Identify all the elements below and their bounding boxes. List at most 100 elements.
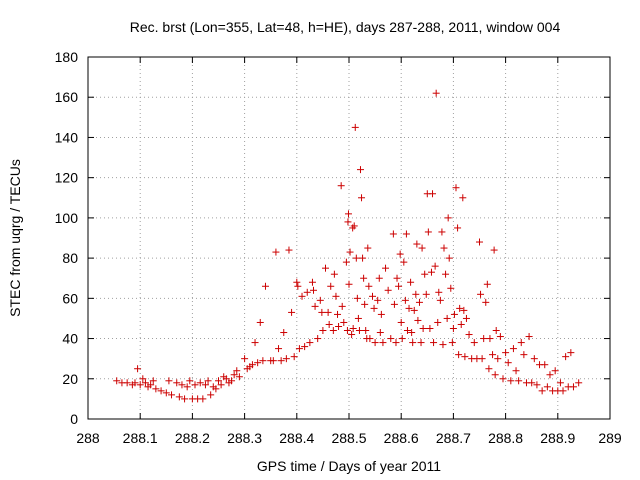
y-axis-title: STEC from uqrg / TECUs — [7, 159, 23, 317]
data-point — [290, 353, 298, 361]
data-point — [173, 379, 181, 387]
data-point — [478, 355, 486, 363]
data-point — [435, 288, 443, 296]
data-point — [368, 292, 376, 300]
data-point — [559, 387, 567, 395]
data-point — [460, 306, 468, 314]
data-point — [371, 339, 379, 347]
data-point — [397, 318, 405, 326]
data-point — [515, 377, 523, 385]
data-point — [345, 280, 353, 288]
axis-ticks — [87, 56, 611, 420]
data-point — [298, 292, 306, 300]
data-point — [251, 339, 259, 347]
data-point — [476, 238, 483, 246]
data-point — [379, 339, 387, 347]
data-point — [136, 381, 144, 389]
data-point — [338, 302, 346, 310]
y-tick-label: 160 — [55, 89, 79, 105]
data-point — [499, 375, 507, 383]
data-point — [222, 375, 230, 383]
data-point — [434, 318, 442, 326]
data-point — [502, 349, 510, 357]
data-point — [123, 379, 131, 387]
data-point — [448, 339, 456, 347]
data-point — [489, 351, 497, 359]
data-point — [141, 379, 149, 387]
data-point — [332, 292, 340, 300]
data-point — [439, 341, 447, 349]
data-point — [295, 345, 303, 353]
data-point — [324, 308, 332, 316]
data-point — [408, 329, 416, 337]
data-point — [344, 210, 352, 218]
data-point — [477, 290, 485, 298]
data-point — [442, 270, 450, 278]
data-point — [457, 320, 465, 328]
data-point — [272, 248, 280, 256]
grid-lines — [88, 57, 610, 419]
data-point — [533, 381, 541, 389]
data-point — [520, 351, 528, 359]
data-point — [318, 308, 326, 316]
data-point — [149, 377, 157, 385]
data-point — [215, 377, 222, 385]
data-point — [401, 296, 409, 304]
x-axis-title: GPS time / Days of year 2011 — [257, 458, 441, 474]
data-point — [575, 379, 583, 387]
data-point — [480, 335, 488, 343]
data-point — [204, 377, 212, 385]
data-point — [186, 377, 194, 385]
data-point — [450, 310, 458, 318]
data-point — [422, 290, 430, 298]
data-point — [382, 264, 390, 272]
data-point — [343, 327, 351, 335]
data-point — [261, 282, 269, 290]
x-tick-label: 288.4 — [279, 430, 314, 446]
data-point — [346, 248, 354, 256]
y-tick-label: 120 — [55, 170, 79, 186]
data-point — [311, 302, 319, 310]
data-point — [538, 387, 546, 395]
data-point — [316, 296, 324, 304]
data-point — [504, 359, 512, 367]
data-point — [256, 318, 264, 326]
x-tick-label: 289 — [598, 430, 622, 446]
data-point — [384, 286, 392, 294]
data-point — [525, 333, 533, 341]
data-point — [562, 353, 570, 361]
data-point — [183, 383, 191, 391]
x-tick-label: 288.8 — [488, 430, 523, 446]
data-point — [293, 278, 301, 286]
data-point — [403, 327, 411, 335]
data-point — [418, 244, 426, 252]
data-point — [509, 345, 517, 353]
data-point — [491, 371, 499, 379]
data-point — [465, 331, 473, 339]
data-point — [330, 270, 338, 278]
data-point — [482, 298, 490, 306]
data-point — [152, 385, 160, 393]
data-point — [374, 296, 382, 304]
data-point — [543, 383, 551, 391]
y-tick-label: 20 — [62, 371, 78, 387]
data-point — [449, 325, 457, 332]
data-point — [303, 288, 311, 296]
data-point — [308, 278, 316, 286]
y-tick-label: 180 — [55, 49, 79, 65]
data-point — [329, 327, 337, 335]
data-point — [395, 282, 403, 290]
data-point — [356, 166, 364, 174]
data-point — [113, 377, 121, 385]
data-point — [496, 333, 504, 341]
data-point — [134, 365, 142, 373]
data-point — [413, 240, 421, 248]
y-tick-label: 40 — [62, 331, 78, 347]
data-point — [556, 379, 564, 387]
data-point — [175, 393, 183, 401]
data-point — [199, 395, 207, 403]
data-point — [335, 322, 343, 330]
data-point — [310, 286, 318, 294]
data-point — [364, 244, 372, 252]
